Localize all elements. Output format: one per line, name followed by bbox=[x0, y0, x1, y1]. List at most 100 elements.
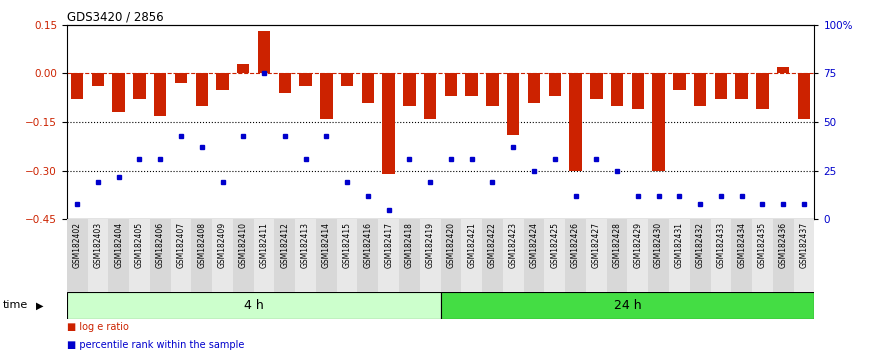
Bar bbox=[171, 219, 191, 292]
Bar bbox=[378, 219, 399, 292]
Text: GSM182437: GSM182437 bbox=[799, 222, 808, 268]
Bar bbox=[673, 73, 685, 90]
Text: 24 h: 24 h bbox=[613, 299, 642, 312]
Bar bbox=[590, 73, 603, 99]
Bar bbox=[191, 219, 212, 292]
Bar bbox=[756, 73, 769, 109]
Bar bbox=[258, 31, 271, 73]
Bar bbox=[112, 73, 125, 113]
Bar bbox=[129, 219, 150, 292]
Text: GSM182412: GSM182412 bbox=[280, 222, 289, 268]
Text: GSM182428: GSM182428 bbox=[612, 222, 621, 268]
Text: GSM182417: GSM182417 bbox=[384, 222, 393, 268]
Text: GSM182434: GSM182434 bbox=[737, 222, 746, 268]
Bar bbox=[507, 73, 520, 135]
Text: GSM182423: GSM182423 bbox=[509, 222, 518, 268]
Bar bbox=[461, 219, 482, 292]
Text: GSM182421: GSM182421 bbox=[467, 222, 476, 268]
Text: GSM182402: GSM182402 bbox=[73, 222, 82, 268]
Bar bbox=[690, 219, 710, 292]
Bar bbox=[794, 219, 814, 292]
Bar bbox=[320, 73, 333, 119]
Bar bbox=[545, 219, 565, 292]
Bar bbox=[445, 73, 457, 96]
Text: GSM182413: GSM182413 bbox=[301, 222, 310, 268]
Bar bbox=[441, 219, 461, 292]
Bar bbox=[486, 73, 498, 106]
Text: GSM182415: GSM182415 bbox=[343, 222, 352, 268]
Text: GSM182416: GSM182416 bbox=[363, 222, 372, 268]
Text: GDS3420 / 2856: GDS3420 / 2856 bbox=[67, 11, 164, 24]
Text: GSM182430: GSM182430 bbox=[654, 222, 663, 268]
Bar bbox=[237, 64, 249, 73]
Bar bbox=[797, 73, 810, 119]
Bar bbox=[607, 219, 627, 292]
Text: GSM182427: GSM182427 bbox=[592, 222, 601, 268]
Bar bbox=[150, 219, 171, 292]
Bar bbox=[154, 73, 166, 116]
Bar bbox=[424, 73, 436, 119]
Text: ▶: ▶ bbox=[36, 300, 43, 310]
Bar bbox=[399, 219, 420, 292]
Bar bbox=[67, 292, 441, 319]
Text: GSM182436: GSM182436 bbox=[779, 222, 788, 268]
Text: GSM182411: GSM182411 bbox=[260, 222, 269, 268]
Bar bbox=[316, 219, 336, 292]
Bar bbox=[503, 219, 523, 292]
Bar bbox=[777, 67, 789, 73]
Bar bbox=[669, 219, 690, 292]
Bar bbox=[523, 219, 545, 292]
Text: GSM182425: GSM182425 bbox=[550, 222, 559, 268]
Text: GSM182431: GSM182431 bbox=[675, 222, 684, 268]
Bar bbox=[383, 73, 395, 174]
Text: 4 h: 4 h bbox=[244, 299, 263, 312]
Bar bbox=[295, 219, 316, 292]
Text: GSM182433: GSM182433 bbox=[716, 222, 725, 268]
Text: GSM182406: GSM182406 bbox=[156, 222, 165, 268]
Bar bbox=[274, 219, 295, 292]
Bar bbox=[652, 73, 665, 171]
Bar bbox=[627, 219, 648, 292]
Bar bbox=[648, 219, 669, 292]
Bar bbox=[92, 73, 104, 86]
Text: GSM182404: GSM182404 bbox=[114, 222, 123, 268]
Bar bbox=[134, 73, 146, 99]
Bar bbox=[233, 219, 254, 292]
Text: GSM182424: GSM182424 bbox=[530, 222, 538, 268]
Bar bbox=[299, 73, 312, 86]
Bar bbox=[341, 73, 353, 86]
Bar bbox=[735, 73, 748, 99]
Text: GSM182420: GSM182420 bbox=[447, 222, 456, 268]
Text: ■ percentile rank within the sample: ■ percentile rank within the sample bbox=[67, 340, 244, 350]
Bar bbox=[565, 219, 586, 292]
Text: GSM182426: GSM182426 bbox=[571, 222, 580, 268]
Text: GSM182414: GSM182414 bbox=[322, 222, 331, 268]
Bar bbox=[216, 73, 229, 90]
Text: GSM182403: GSM182403 bbox=[93, 222, 102, 268]
Bar bbox=[212, 219, 233, 292]
Bar bbox=[109, 219, 129, 292]
Bar bbox=[196, 73, 208, 106]
Text: GSM182422: GSM182422 bbox=[488, 222, 497, 268]
Bar bbox=[611, 73, 623, 106]
Bar bbox=[441, 292, 814, 319]
Bar bbox=[336, 219, 358, 292]
Bar bbox=[570, 73, 582, 171]
Bar bbox=[586, 219, 607, 292]
Text: GSM182418: GSM182418 bbox=[405, 222, 414, 268]
Text: GSM182407: GSM182407 bbox=[176, 222, 185, 268]
Bar bbox=[403, 73, 416, 106]
Bar bbox=[548, 73, 561, 96]
Bar bbox=[710, 219, 732, 292]
Bar bbox=[465, 73, 478, 96]
Bar bbox=[71, 73, 84, 99]
Text: ■ log e ratio: ■ log e ratio bbox=[67, 322, 129, 332]
Text: GSM182419: GSM182419 bbox=[425, 222, 434, 268]
Bar bbox=[694, 73, 707, 106]
Bar bbox=[715, 73, 727, 99]
Text: GSM182405: GSM182405 bbox=[135, 222, 144, 268]
Bar bbox=[358, 219, 378, 292]
Bar bbox=[732, 219, 752, 292]
Text: GSM182432: GSM182432 bbox=[696, 222, 705, 268]
Text: GSM182408: GSM182408 bbox=[198, 222, 206, 268]
